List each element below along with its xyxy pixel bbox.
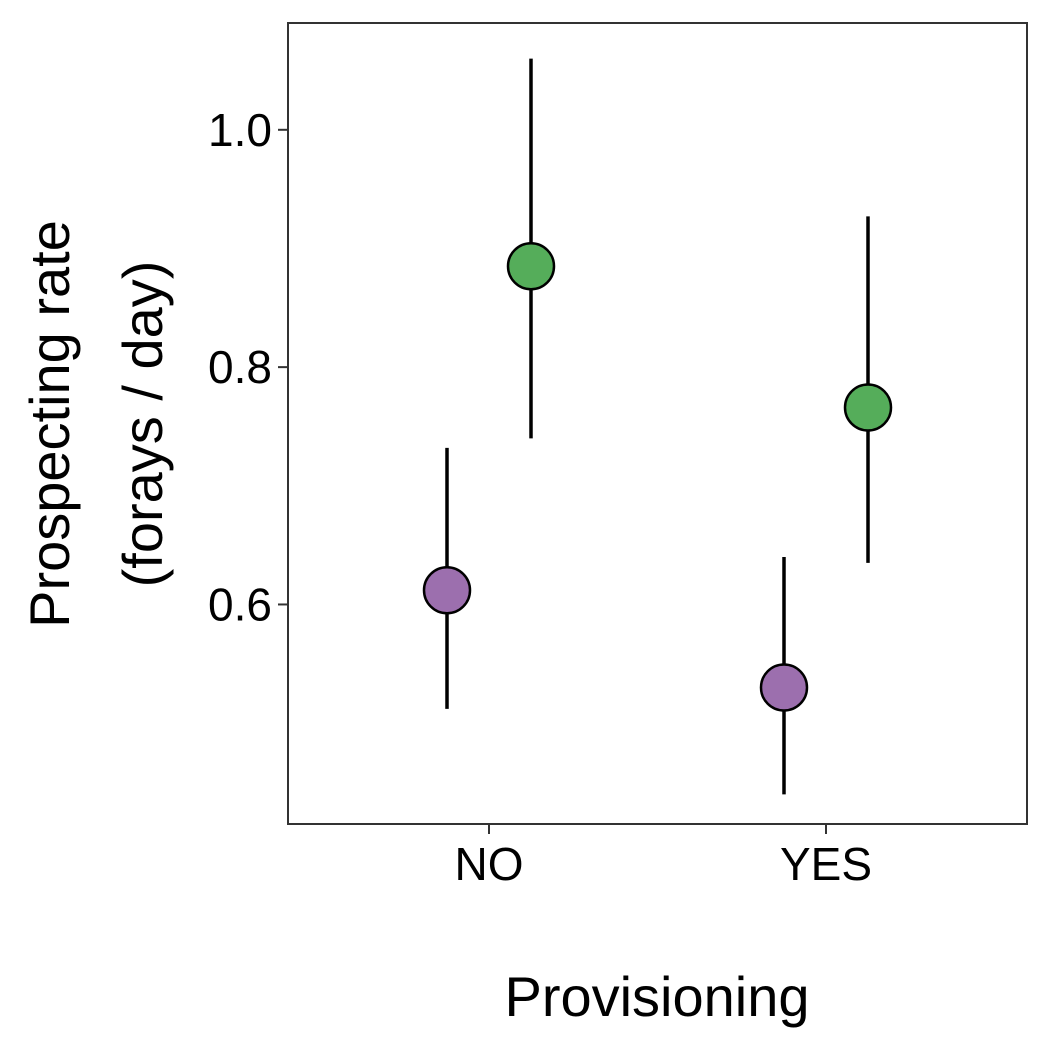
- x-tick-label: YES: [780, 838, 872, 890]
- data-point: [422, 565, 472, 615]
- data-point: [759, 663, 809, 712]
- y-tick-label: 1.0: [208, 104, 272, 156]
- x-axis-title: Provisioning: [504, 965, 809, 1028]
- y-axis: 0.6 0.8 1.0: [208, 104, 288, 630]
- y-tick-label: 0.8: [208, 341, 272, 393]
- x-axis: NO YES: [455, 824, 872, 890]
- panel-background: [288, 23, 1027, 824]
- y-axis-title: Prospecting rate (forays / day): [18, 220, 174, 628]
- y-axis-title-line-1: Prospecting rate: [18, 220, 81, 628]
- y-tick-label: 0.6: [208, 578, 272, 630]
- y-axis-title-line-2: (forays / day): [111, 261, 174, 588]
- data-point: [843, 383, 893, 432]
- data-point: [506, 242, 556, 291]
- data-points: [422, 242, 893, 712]
- panel-border: [287, 22, 1028, 825]
- x-tick-label: NO: [455, 838, 524, 890]
